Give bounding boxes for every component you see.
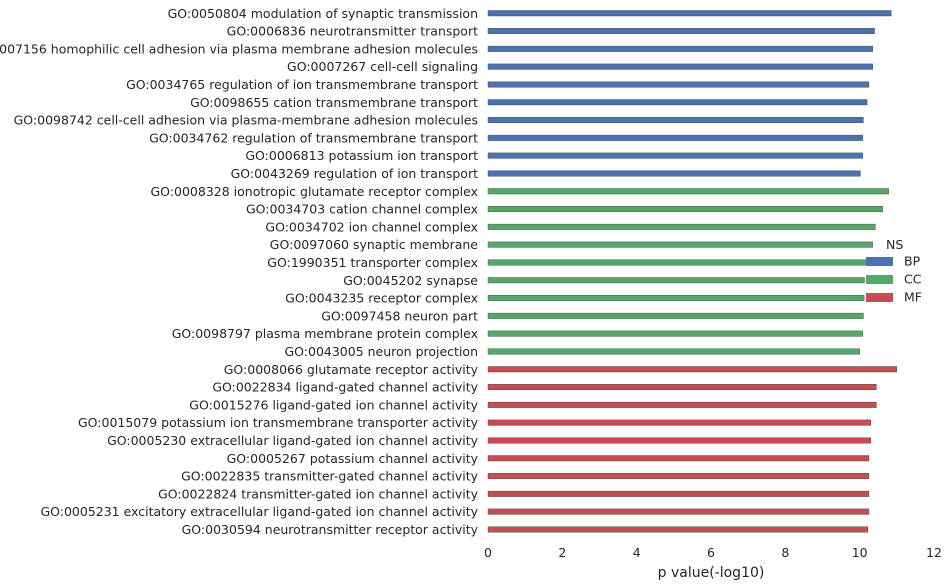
bar-mf-4 bbox=[487, 437, 872, 444]
x-tick-label: 2 bbox=[558, 545, 566, 560]
bar-mf-2 bbox=[487, 401, 877, 408]
bar-cc-2 bbox=[487, 223, 876, 230]
legend-label-mf: MF bbox=[904, 290, 922, 305]
category-label: GO:0043235 receptor complex bbox=[285, 291, 478, 306]
category-label: GO:0007267 cell-cell signaling bbox=[287, 59, 478, 74]
category-label: GO:0034703 cation channel complex bbox=[246, 202, 478, 217]
category-label: GO:0043005 neuron projection bbox=[284, 344, 478, 359]
bar-bp-7 bbox=[487, 134, 863, 141]
category-label: GO:0006836 neurotransmitter transport bbox=[227, 24, 478, 39]
category-label: GO:0006813 potassium ion transport bbox=[245, 148, 478, 163]
x-tick-label: 6 bbox=[707, 545, 715, 560]
bar-cc-0 bbox=[487, 188, 889, 195]
category-label: GO:0050804 modulation of synaptic transm… bbox=[168, 6, 478, 21]
category-label: GO:0034765 regulation of ion transmembra… bbox=[126, 77, 478, 92]
legend: NS BP CC MF bbox=[866, 237, 922, 305]
bar-mf-5 bbox=[487, 455, 870, 462]
bar-mf-7 bbox=[487, 490, 870, 497]
category-label: GO:0097458 neuron part bbox=[321, 308, 478, 323]
bar-cc-9 bbox=[487, 348, 860, 355]
x-tick-label: 10 bbox=[852, 545, 868, 560]
category-label: GO:0015276 ligand-gated ion channel acti… bbox=[189, 397, 478, 412]
bar-bp-9 bbox=[487, 170, 861, 177]
bar-cc-6 bbox=[487, 295, 865, 301]
category-label: GO:0030594 neurotransmitter receptor act… bbox=[182, 522, 479, 537]
category-label: GO:0008066 glutamate receptor activity bbox=[224, 362, 479, 377]
category-label: GO:0098742 cell-cell adhesion via plasma… bbox=[14, 113, 478, 128]
category-labels: GO:0050804 modulation of synaptic transm… bbox=[0, 6, 479, 537]
category-label: GO:0022834 ligand-gated channel activity bbox=[212, 380, 478, 395]
bar-bp-4 bbox=[487, 81, 870, 88]
category-label: GO:0098797 plasma membrane protein compl… bbox=[172, 326, 478, 341]
bar-cc-4 bbox=[487, 259, 868, 266]
bar-bp-3 bbox=[487, 63, 873, 70]
category-label: GO:0045202 synapse bbox=[343, 273, 478, 288]
category-label: GO:0015079 potassium ion transmembrane t… bbox=[78, 415, 479, 430]
category-label: GO:0034702 ion channel complex bbox=[265, 219, 478, 234]
bar-cc-1 bbox=[487, 206, 883, 213]
category-label: GO:0097060 synaptic membrane bbox=[270, 237, 479, 252]
bar-bp-2 bbox=[487, 45, 873, 52]
category-label: GO:1990351 transporter complex bbox=[267, 255, 478, 270]
category-label: GO:0022824 transmitter-gated ion channel… bbox=[158, 486, 479, 501]
legend-title: NS bbox=[886, 237, 903, 252]
legend-entries: BP CC MF bbox=[866, 254, 922, 305]
bar-cc-5 bbox=[487, 277, 865, 284]
legend-label-bp: BP bbox=[904, 254, 921, 269]
bar-mf-0 bbox=[487, 366, 898, 373]
bar-mf-3 bbox=[487, 419, 872, 426]
category-label: GO:0008328 ionotropic glutamate receptor… bbox=[151, 184, 479, 199]
bar-mf-1 bbox=[487, 384, 877, 390]
bars-group bbox=[487, 10, 898, 533]
x-tick-label: 8 bbox=[781, 545, 789, 560]
x-axis-title: p value(-log10) bbox=[658, 565, 765, 581]
legend-swatch-mf bbox=[866, 293, 893, 302]
category-label: GO:0098655 cation transmembrane transpor… bbox=[190, 95, 478, 110]
bar-bp-5 bbox=[487, 99, 868, 106]
x-tick-label: 12 bbox=[926, 545, 942, 560]
bar-cc-3 bbox=[487, 241, 873, 248]
bar-mf-6 bbox=[487, 473, 870, 479]
x-tick-labels: 0 2 4 6 8 10 12 bbox=[484, 545, 942, 560]
category-label: GO:0007156 homophilic cell adhesion via … bbox=[0, 41, 478, 56]
legend-label-cc: CC bbox=[904, 272, 922, 287]
bar-bp-6 bbox=[487, 117, 864, 124]
bar-mf-9 bbox=[487, 526, 869, 533]
category-label: GO:0005267 potassium channel activity bbox=[227, 451, 479, 466]
legend-swatch-cc bbox=[866, 275, 893, 284]
bar-bp-1 bbox=[487, 28, 875, 34]
bar-bp-0 bbox=[487, 10, 892, 17]
category-label: GO:0005230 extracellular ligand-gated io… bbox=[107, 433, 479, 448]
x-tick-label: 0 bbox=[484, 545, 492, 560]
bar-bp-8 bbox=[487, 152, 863, 159]
x-tick-label: 4 bbox=[633, 545, 641, 560]
bar-cc-8 bbox=[487, 330, 863, 337]
category-label: GO:0034762 regulation of transmembrane t… bbox=[149, 130, 478, 145]
category-label: GO:0022835 transmitter-gated channel act… bbox=[181, 469, 478, 484]
category-label: GO:0043269 regulation of ion transport bbox=[231, 166, 479, 181]
bar-cc-7 bbox=[487, 312, 864, 319]
bar-mf-8 bbox=[487, 508, 870, 515]
category-label: GO:0005231 excitatory extracellular liga… bbox=[40, 504, 478, 519]
legend-swatch-bp bbox=[866, 257, 893, 266]
